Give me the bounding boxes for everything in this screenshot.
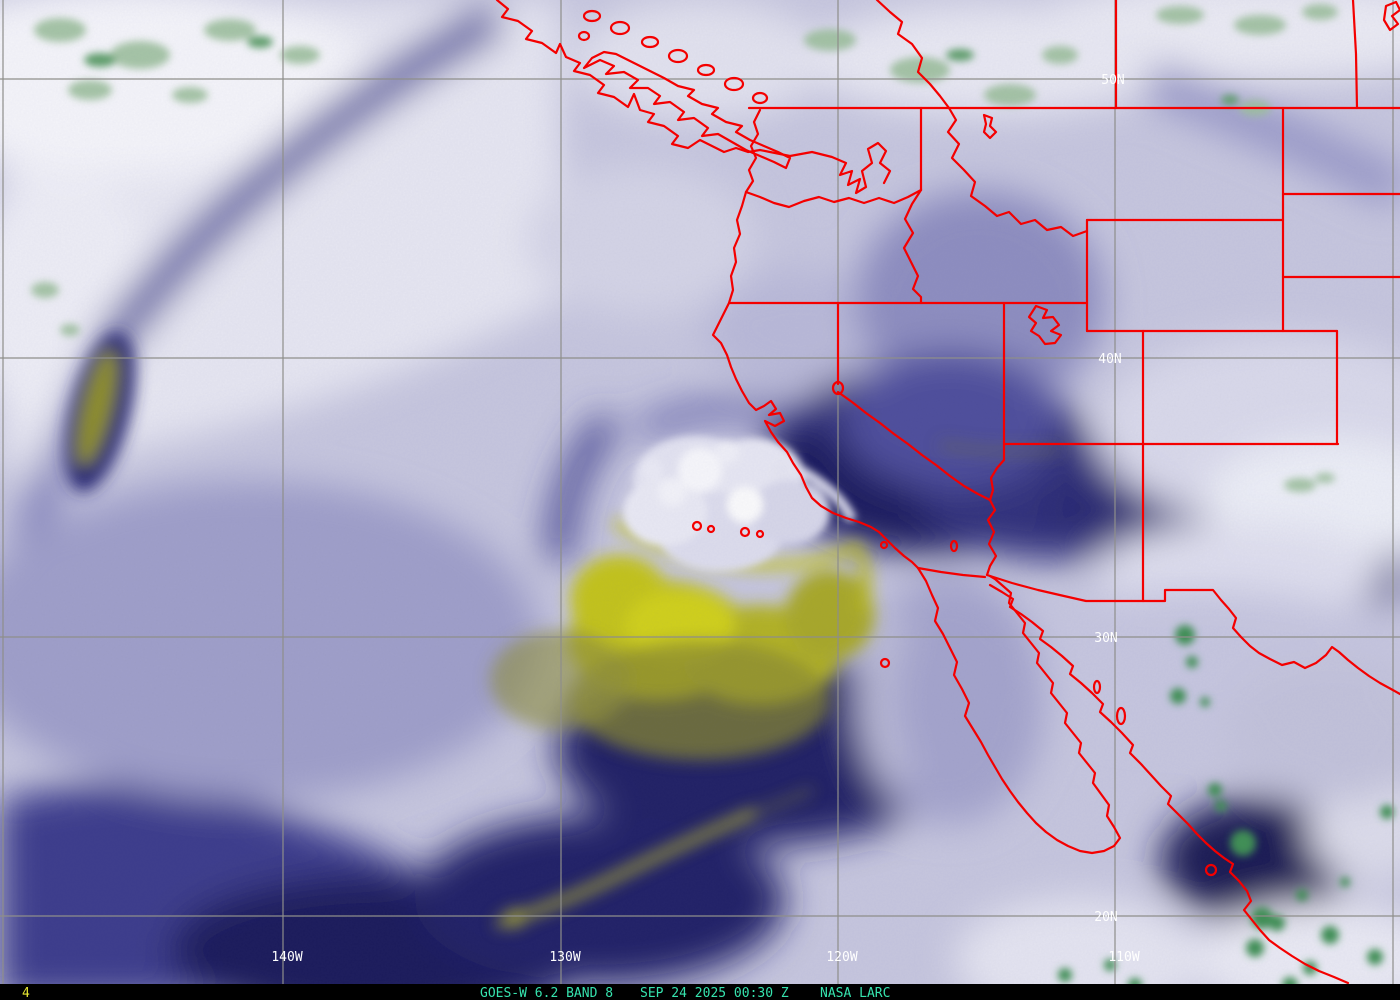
border-nv-az [988, 442, 1006, 502]
lat-label-20n: 20N [1094, 910, 1117, 925]
coastline-mexico-mainland [988, 583, 1350, 985]
border-us-mexico-east [985, 573, 1400, 696]
gulf-of-california-islands [1092, 679, 1218, 877]
border-mt-id-divide [946, 106, 1089, 238]
border-saskatchewan-manitoba [1351, 0, 1359, 110]
channel-islands [691, 520, 891, 669]
lon-label-110w: 110W [1108, 950, 1139, 965]
lake-manitoba [1382, 0, 1400, 32]
lat-label-50n: 50N [1101, 73, 1124, 88]
lake-tahoe [831, 380, 845, 396]
frame-counter: 4 [22, 986, 30, 1000]
bc-coastal-islands [577, 9, 769, 105]
grid-labels: 50N 40N 30N 20N 140W 130W 120W 110W [271, 73, 1139, 965]
salton-sea [949, 539, 959, 553]
coastline-west-coast [711, 108, 920, 570]
caption-product: GOES-W 6.2 BAND 8 [480, 986, 613, 1000]
coastline-baja-california [916, 566, 1122, 855]
caption-datetime: SEP 24 2025 00:30 Z [640, 986, 789, 1000]
border-us-mexico-west [916, 566, 987, 579]
caption-bar: 4 GOES-W 6.2 BAND 8 SEP 24 2025 00:30 Z … [0, 984, 1400, 1000]
lat-label-30n: 30N [1094, 631, 1117, 646]
border-wa-or [744, 188, 923, 209]
lon-label-140w: 140W [271, 950, 302, 965]
caption-credit: NASA LARC [820, 986, 890, 1000]
coastline-british-columbia [495, 0, 892, 195]
lon-label-130w: 130W [549, 950, 580, 965]
lat-label-40n: 40N [1098, 352, 1121, 367]
map-boundaries [495, 0, 1400, 985]
great-salt-lake [1027, 304, 1063, 346]
border-bc-alberta [875, 0, 951, 110]
caption-bar-background [0, 984, 1400, 1000]
flathead-lake [982, 113, 998, 140]
border-ca-nv [836, 301, 992, 502]
border-or-id-snake-river [902, 188, 923, 305]
lon-label-120w: 120W [826, 950, 857, 965]
border-az-ca-colorado-river [985, 498, 998, 577]
vancouver-island [582, 50, 792, 170]
